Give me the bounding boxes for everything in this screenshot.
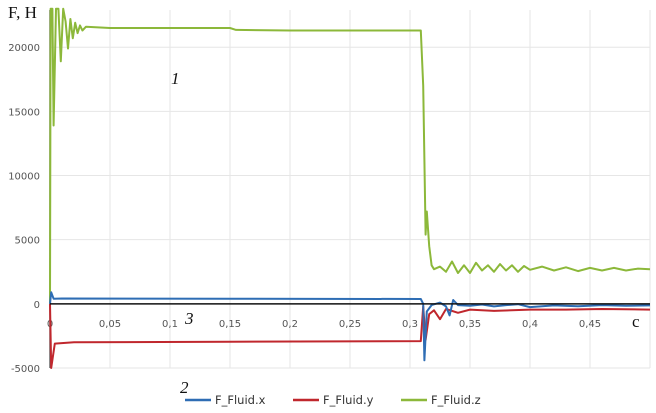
series-line-f-fluid-y [49,303,651,369]
x-tick-label: 0,25 [339,319,361,330]
x-tick-label: 0,45 [579,319,601,330]
legend: F_Fluid.x F_Fluid.y F_Fluid.z [185,393,481,407]
grid [49,10,651,369]
y-tick-label: 15000 [8,107,40,118]
annotation-2: 2 [180,378,189,397]
legend-label: F_Fluid.z [431,393,481,407]
legend-label: F_Fluid.y [323,393,374,407]
series-lines [49,7,651,369]
series-line-f-fluid-x [49,291,651,362]
x-tick-label: 0,35 [459,319,481,330]
x-ticks: 0 0,05 0,1 0,15 0,2 0,25 0,3 0,35 0,4 0,45 [47,319,601,330]
y-axis-label: F, H [8,3,37,22]
series-line-f-fluid-z [49,7,651,304]
x-tick-label: 0,15 [219,319,241,330]
y-tick-label: -5000 [11,364,40,375]
y-tick-label: 10000 [8,172,40,183]
y-tick-label: 20000 [8,43,40,54]
y-ticks: -5000 0 5000 10000 15000 20000 [8,43,40,375]
x-tick-label: 0,1 [162,319,178,330]
y-tick-label: 5000 [15,236,40,247]
x-tick-label: 0,05 [99,319,121,330]
y-tick-label: 0 [34,300,40,311]
annotation-1: 1 [171,69,180,88]
x-axis-label: c [632,312,640,331]
x-tick-label: 0,4 [522,319,538,330]
annotation-3: 3 [184,309,194,328]
x-tick-label: 0,3 [402,319,418,330]
x-tick-label: 0,2 [282,319,298,330]
legend-label: F_Fluid.x [215,393,266,407]
